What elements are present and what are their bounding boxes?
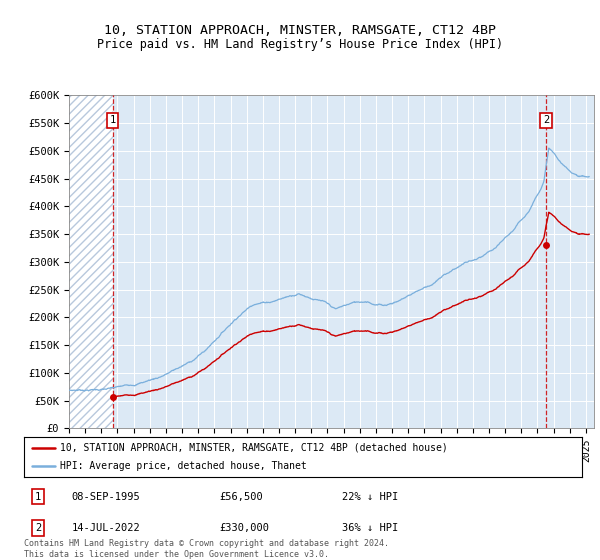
Bar (69, 95, 113, 428)
Text: 14-JUL-2022: 14-JUL-2022 (71, 523, 140, 533)
Text: 1: 1 (35, 492, 41, 502)
Text: £56,500: £56,500 (220, 492, 263, 502)
Text: Price paid vs. HM Land Registry’s House Price Index (HPI): Price paid vs. HM Land Registry’s House … (97, 38, 503, 51)
Text: 10, STATION APPROACH, MINSTER, RAMSGATE, CT12 4BP: 10, STATION APPROACH, MINSTER, RAMSGATE,… (104, 24, 496, 38)
Text: HPI: Average price, detached house, Thanet: HPI: Average price, detached house, Than… (60, 461, 307, 471)
Text: 10, STATION APPROACH, MINSTER, RAMSGATE, CT12 4BP (detached house): 10, STATION APPROACH, MINSTER, RAMSGATE,… (60, 443, 448, 452)
Text: £330,000: £330,000 (220, 523, 269, 533)
Text: 22% ↓ HPI: 22% ↓ HPI (342, 492, 398, 502)
Text: 1: 1 (110, 115, 116, 125)
Text: 2: 2 (543, 115, 550, 125)
Text: 08-SEP-1995: 08-SEP-1995 (71, 492, 140, 502)
Text: Contains HM Land Registry data © Crown copyright and database right 2024.
This d: Contains HM Land Registry data © Crown c… (24, 539, 389, 559)
Text: 36% ↓ HPI: 36% ↓ HPI (342, 523, 398, 533)
Text: 2: 2 (35, 523, 41, 533)
